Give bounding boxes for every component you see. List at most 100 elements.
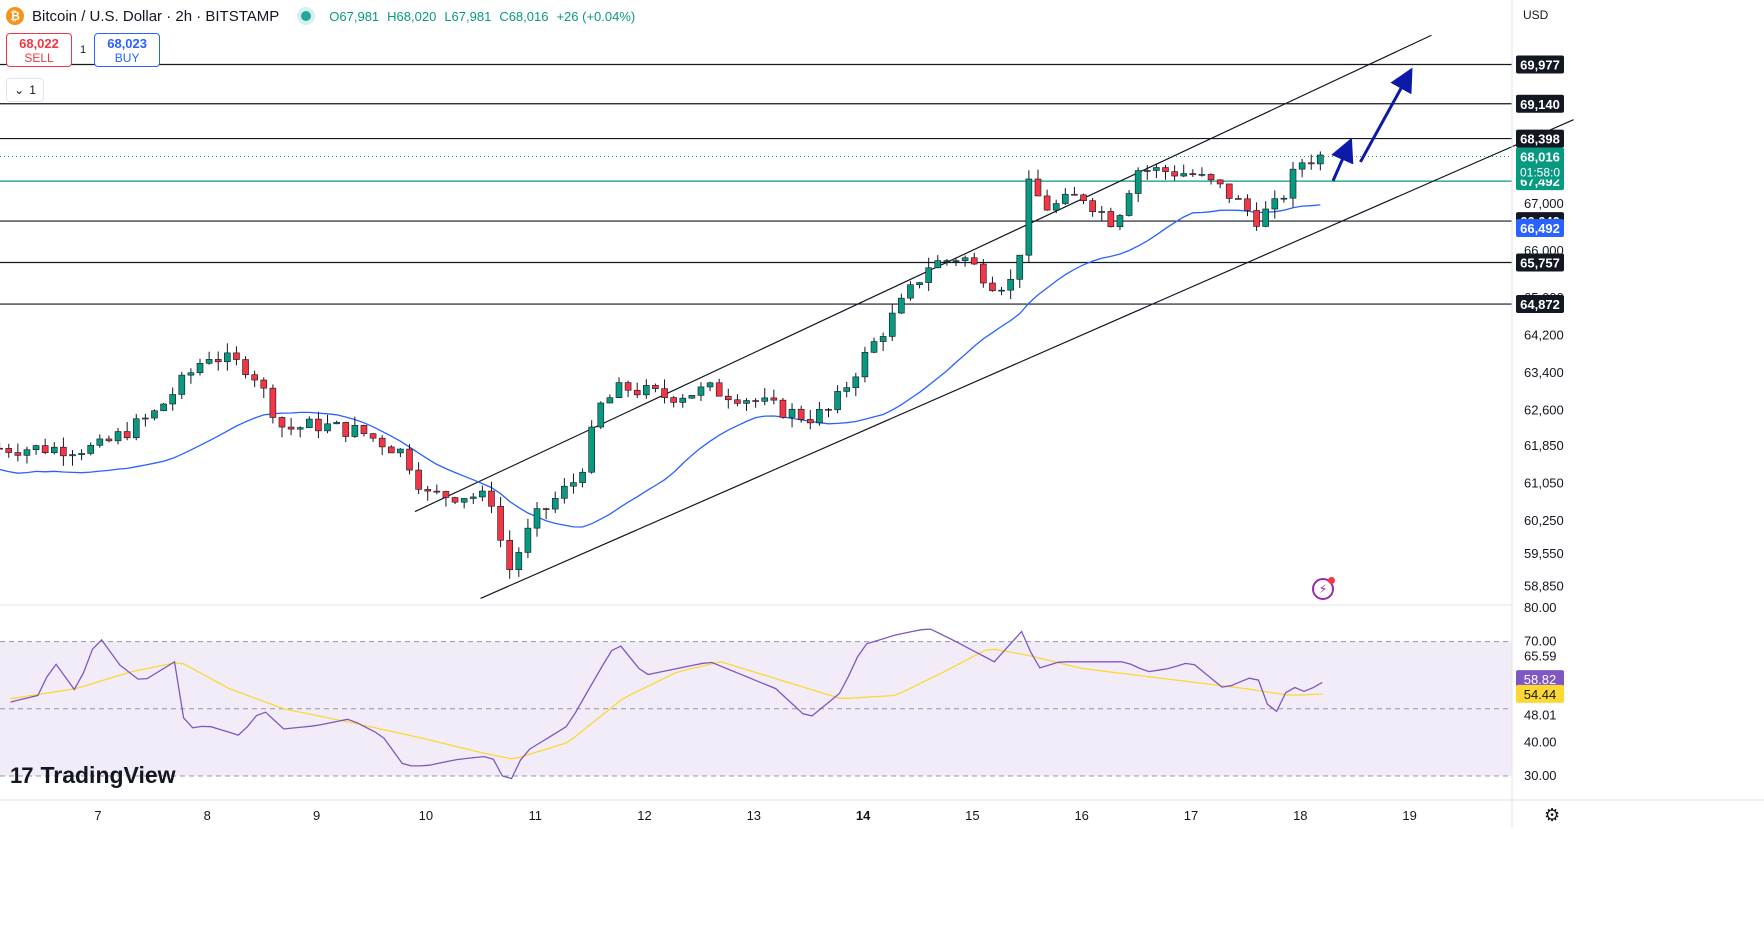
candle-up[interactable] xyxy=(861,346,869,383)
candle-up[interactable] xyxy=(570,473,577,494)
candle-down[interactable] xyxy=(497,496,504,548)
candle-up[interactable] xyxy=(324,414,331,434)
candle-up[interactable] xyxy=(1052,199,1060,214)
candle-up[interactable] xyxy=(561,478,568,504)
candle-down[interactable] xyxy=(260,377,268,399)
candle-up[interactable] xyxy=(23,446,31,464)
candle-up[interactable] xyxy=(1098,206,1106,222)
buy-button[interactable]: 68,023 BUY xyxy=(94,33,161,67)
candle-up[interactable] xyxy=(643,379,650,399)
candle-up[interactable] xyxy=(1298,158,1306,178)
candle-up[interactable] xyxy=(69,450,76,466)
candle-down[interactable] xyxy=(1253,202,1260,231)
candle-down[interactable] xyxy=(806,409,814,430)
candle-down[interactable] xyxy=(0,442,3,450)
candle-down[interactable] xyxy=(734,394,741,407)
candle-down[interactable] xyxy=(1107,207,1115,228)
candle-up[interactable] xyxy=(132,413,140,441)
candle-down[interactable] xyxy=(1189,169,1197,177)
candle-up[interactable] xyxy=(579,468,586,488)
trend-arrow[interactable] xyxy=(1359,67,1413,163)
candle-up[interactable] xyxy=(743,398,750,411)
candle-down[interactable] xyxy=(378,435,386,456)
candle-up[interactable] xyxy=(1125,190,1133,217)
candle-down[interactable] xyxy=(1225,183,1233,204)
candle-down[interactable] xyxy=(451,496,459,505)
candle-down[interactable] xyxy=(1307,154,1315,170)
candle-down[interactable] xyxy=(315,411,322,439)
candle-up[interactable] xyxy=(706,381,714,392)
candle-up[interactable] xyxy=(306,416,313,428)
lightning-icon[interactable]: ⚡ xyxy=(1312,577,1335,600)
candle-up[interactable] xyxy=(96,434,104,448)
candle-up[interactable] xyxy=(688,395,696,399)
candle-up[interactable] xyxy=(952,258,960,266)
candle-up[interactable] xyxy=(524,518,532,559)
candle-up[interactable] xyxy=(697,382,705,402)
candle-down[interactable] xyxy=(41,438,49,455)
candle-down[interactable] xyxy=(970,252,978,265)
candle-up[interactable] xyxy=(679,394,687,408)
candle-up[interactable] xyxy=(333,420,340,425)
candle-down[interactable] xyxy=(1089,198,1096,217)
candle-up[interactable] xyxy=(788,403,796,428)
candle-down[interactable] xyxy=(406,444,413,475)
symbol-header[interactable]: ₿ Bitcoin / U.S. Dollar · 2h · BITSTAMP … xyxy=(6,5,635,27)
candle-up[interactable] xyxy=(834,385,841,414)
candle-down[interactable] xyxy=(242,356,249,379)
channel-upper-line[interactable] xyxy=(414,34,1432,513)
candle-up[interactable] xyxy=(187,368,195,384)
candle-up[interactable] xyxy=(1134,167,1142,202)
tradingview-logo[interactable]: 17 TradingView xyxy=(10,762,176,789)
candle-up[interactable] xyxy=(961,255,969,267)
candle-up[interactable] xyxy=(1025,170,1033,263)
candle-down[interactable] xyxy=(542,507,550,520)
candle-down[interactable] xyxy=(752,398,759,408)
candle-down[interactable] xyxy=(1080,193,1087,205)
candle-up[interactable] xyxy=(943,258,951,266)
candle-down[interactable] xyxy=(980,259,987,288)
candle-down[interactable] xyxy=(251,370,258,388)
candle-up[interactable] xyxy=(1007,269,1014,300)
candle-up[interactable] xyxy=(597,401,605,430)
candle-up[interactable] xyxy=(1198,167,1206,177)
candle-up[interactable] xyxy=(114,427,122,445)
candle-up[interactable] xyxy=(1116,213,1124,231)
candle-down[interactable] xyxy=(278,416,286,438)
candle-down[interactable] xyxy=(670,395,677,408)
candle-down[interactable] xyxy=(1235,195,1242,200)
candle-up[interactable] xyxy=(1180,164,1188,178)
candle-up[interactable] xyxy=(460,498,468,509)
candle-down[interactable] xyxy=(214,351,222,371)
candle-up[interactable] xyxy=(907,281,914,301)
candle-up[interactable] xyxy=(142,413,149,427)
candle-up[interactable] xyxy=(934,255,942,269)
candle-up[interactable] xyxy=(32,444,40,455)
candle-down[interactable] xyxy=(624,380,632,398)
symbol-title[interactable]: Bitcoin / U.S. Dollar · 2h · BITSTAMP xyxy=(32,7,280,25)
candle-up[interactable] xyxy=(606,394,614,404)
candle-down[interactable] xyxy=(105,435,113,443)
candle-up[interactable] xyxy=(879,332,887,352)
candle-up[interactable] xyxy=(1153,163,1160,179)
candle-down[interactable] xyxy=(233,346,240,366)
candle-up[interactable] xyxy=(1016,254,1024,289)
candle-up[interactable] xyxy=(1289,162,1297,208)
candle-down[interactable] xyxy=(1171,165,1178,181)
candle-up[interactable] xyxy=(615,377,623,399)
candle-down[interactable] xyxy=(369,432,377,442)
candle-up[interactable] xyxy=(888,303,896,342)
candle-up[interactable] xyxy=(1280,195,1288,203)
price-levels[interactable] xyxy=(0,63,1512,305)
candle-down[interactable] xyxy=(652,383,659,393)
candle-up[interactable] xyxy=(50,442,58,455)
candle-down[interactable] xyxy=(424,485,432,501)
candle-up[interactable] xyxy=(1062,188,1069,206)
candle-down[interactable] xyxy=(989,276,996,292)
candle-down[interactable] xyxy=(60,437,67,466)
candle-up[interactable] xyxy=(843,381,851,398)
candle-down[interactable] xyxy=(779,397,787,419)
candle-up[interactable] xyxy=(515,547,523,577)
candle-up[interactable] xyxy=(870,337,878,354)
